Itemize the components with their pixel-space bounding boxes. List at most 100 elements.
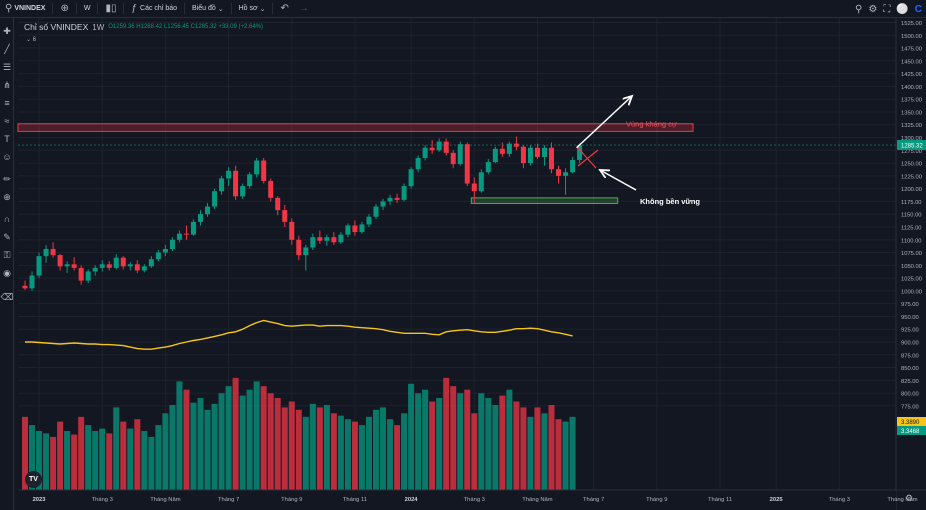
candle-body <box>141 266 147 271</box>
candle-body <box>408 169 414 187</box>
price-tick-label: 1425.00 <box>901 72 922 78</box>
legend-toggle[interactable]: ⌄ 6 <box>26 37 37 43</box>
volume-bar <box>429 401 436 490</box>
volume-bar <box>148 436 155 490</box>
search-icon[interactable]: ⚲ <box>855 3 863 15</box>
price-tick-label: 1375.00 <box>901 98 922 104</box>
legend-toggle-count: 6 <box>32 37 37 43</box>
price-tick-label: 925.00 <box>901 328 919 334</box>
ruler-icon[interactable]: ✏ <box>3 173 11 184</box>
horizontal-lines-icon[interactable]: ☰ <box>2 61 12 72</box>
price-tick-label: 875.00 <box>901 353 919 359</box>
volume-bar <box>50 436 57 490</box>
volume-bar <box>267 393 274 490</box>
volume-bar <box>358 425 365 490</box>
candle-body <box>22 285 28 289</box>
crosshair-icon[interactable]: ✚ <box>3 25 11 36</box>
brush-icon[interactable]: ≈ <box>4 116 10 126</box>
rejection-arrow <box>600 170 637 191</box>
candle-body <box>577 145 583 161</box>
price-tick-label: 1075.00 <box>901 251 922 257</box>
volume-bar <box>78 416 85 490</box>
zoom-icon[interactable]: ⊕ <box>3 191 11 202</box>
pitchfork-icon[interactable]: ⋔ <box>3 79 11 90</box>
price-tick-label: 825.00 <box>901 379 919 385</box>
time-tick-label: 2025 <box>770 497 784 503</box>
chart-style-button[interactable]: ▮▯ <box>100 0 121 18</box>
candle-body <box>380 201 386 207</box>
last-price-tag-label: 1285.32 <box>901 144 923 150</box>
volume-bar <box>471 413 478 490</box>
fullscreen-icon[interactable]: ⛶ <box>883 3 891 15</box>
candle-body <box>92 267 98 272</box>
candle-body <box>513 143 519 147</box>
time-tick-label: Tháng 9 <box>281 497 302 503</box>
volume-bar <box>134 419 141 490</box>
candle-body <box>233 170 239 197</box>
logo-icon[interactable]: C <box>914 3 922 15</box>
candle-body <box>450 152 456 165</box>
candle-body <box>556 169 562 176</box>
volume-bar <box>443 377 450 490</box>
redo-button[interactable]: → <box>294 0 314 18</box>
trend-line-icon[interactable]: ╱ <box>4 43 10 54</box>
chart-legend: Chỉ số VNINDEX 1W O1259.36 H1288.42 L125… <box>24 22 263 32</box>
price-tick-label: 1150.00 <box>901 213 922 219</box>
magnet-icon[interactable]: ∩ <box>3 214 11 224</box>
volume-bar <box>478 393 485 490</box>
text-icon[interactable]: T <box>4 134 10 144</box>
volume-bar <box>506 389 513 490</box>
redo-icon: → <box>298 3 309 14</box>
settings-icon[interactable]: ⚙ <box>868 3 878 15</box>
time-tick-label: 2024 <box>405 497 419 503</box>
price-tick-label: 1450.00 <box>901 59 922 65</box>
tradingview-logo[interactable]: TV <box>25 471 42 488</box>
volume-bar <box>520 407 527 490</box>
candle-body <box>415 157 421 170</box>
volume-ma-line <box>25 319 573 350</box>
volume-bar <box>239 395 246 490</box>
symbol-search-button[interactable]: ⚲ VNINDEX <box>0 0 50 18</box>
candle-body <box>338 234 344 243</box>
eye-icon[interactable]: ◉ <box>3 267 11 278</box>
candle-body <box>205 206 211 215</box>
volume-bar <box>422 389 429 490</box>
volume-bar <box>211 403 218 490</box>
fib-icon[interactable]: ≡ <box>4 98 10 108</box>
volume-bar <box>555 419 562 490</box>
candle-body <box>148 259 154 267</box>
chevron-down-icon: ⌄ <box>217 5 224 13</box>
candle-body <box>29 275 35 289</box>
price-tick-label: 1525.00 <box>901 21 922 27</box>
time-tick-label: Tháng 7 <box>218 497 239 503</box>
lock-draw-icon[interactable]: ✎ <box>3 231 11 242</box>
chart-menu-button[interactable]: Biểu đồ ⌄ <box>187 0 229 18</box>
legend-interval: 1W <box>92 22 105 32</box>
candle-body <box>106 264 112 268</box>
volume-bar <box>541 413 548 490</box>
volume-bar <box>295 409 302 490</box>
price-tick-label: 1250.00 <box>901 162 922 168</box>
share-icon[interactable]: ⚪ <box>896 3 909 15</box>
divider <box>184 3 185 14</box>
interval-button[interactable]: W <box>79 0 96 18</box>
profile-menu-button[interactable]: Hồ sơ ⌄ <box>234 0 271 18</box>
legend-title: Chỉ số VNINDEX <box>24 22 89 32</box>
volume-bar <box>169 405 176 490</box>
add-symbol-button[interactable]: ⊕ <box>55 0 73 18</box>
settings-icon[interactable]: ⚙ <box>905 493 914 503</box>
lock-icon[interactable]: ⚿ <box>3 249 11 260</box>
volume-bar <box>513 401 520 490</box>
search-icon: ⚲ <box>5 3 13 14</box>
candle-body <box>548 147 555 170</box>
trash-icon[interactable]: ⌫ <box>0 291 14 302</box>
candle-body <box>64 264 70 267</box>
candle-body <box>317 237 323 241</box>
candle-body <box>219 178 225 192</box>
undo-button[interactable]: ↶ <box>275 0 293 18</box>
emoji-icon[interactable]: ☺ <box>2 152 12 162</box>
candle-body <box>443 141 449 153</box>
indicators-button[interactable]: ƒ Các chỉ báo <box>126 0 182 18</box>
volume-bar <box>21 416 29 490</box>
